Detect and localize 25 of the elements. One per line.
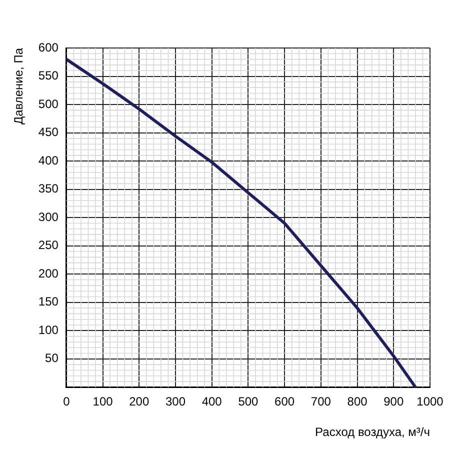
- x-tick-label: 200: [129, 394, 150, 409]
- y-tick-label: 150: [38, 294, 59, 309]
- y-tick-label: 450: [38, 125, 59, 140]
- x-tick-label: 700: [310, 394, 332, 409]
- y-tick-label: 350: [38, 182, 59, 196]
- x-tick-label: 1000: [416, 394, 444, 409]
- x-tick-label: 900: [384, 394, 404, 409]
- y-tick-label: 50: [45, 351, 59, 366]
- x-tick-label: 400: [202, 394, 222, 409]
- y-tick-label: 100: [38, 322, 59, 337]
- x-tick-label: 100: [92, 394, 114, 409]
- x-tick-label: 300: [165, 394, 186, 409]
- y-tick-label: 300: [38, 210, 59, 224]
- y-tick-label: 250: [38, 238, 59, 252]
- x-axis-title: Расход воздуха, м³/ч: [315, 425, 430, 440]
- x-tick-label: 500: [238, 394, 259, 409]
- y-tick-label: 500: [38, 96, 59, 111]
- y-tick-label: 550: [38, 68, 59, 83]
- x-tick-label: 0: [63, 394, 70, 409]
- y-axis-title: Давление, Па: [12, 48, 26, 125]
- y-tick-label: 600: [38, 40, 59, 54]
- y-tick-label: 200: [38, 266, 59, 280]
- x-tick-label: 800: [347, 394, 368, 409]
- y-tick-label: 400: [38, 153, 59, 168]
- x-tick-label: 600: [274, 394, 295, 409]
